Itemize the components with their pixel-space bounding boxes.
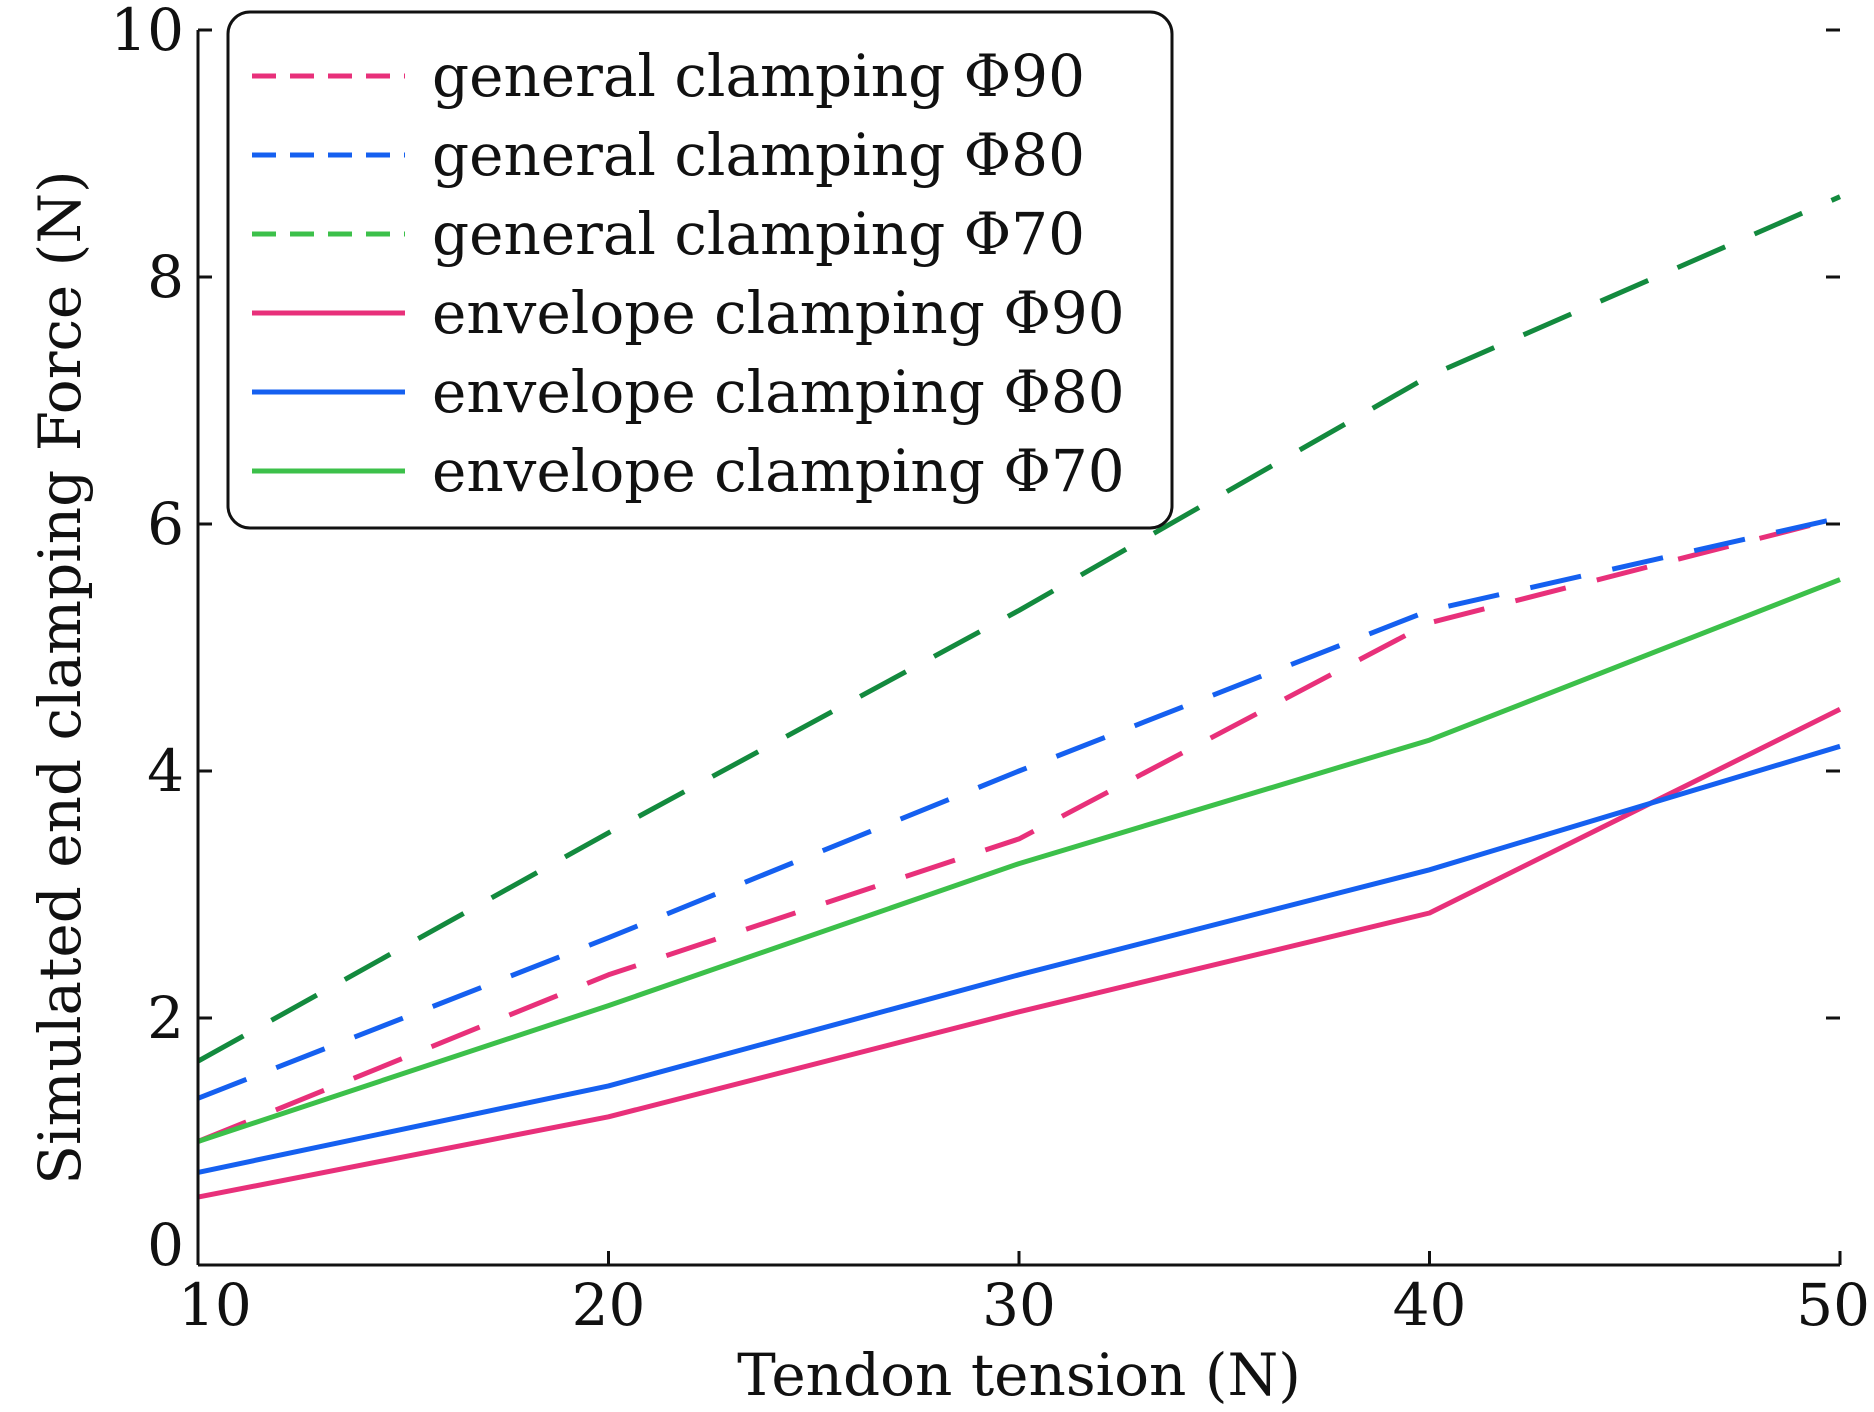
legend-label-6: envelope clamping Φ70 bbox=[432, 437, 1125, 505]
legend-items: general clamping Φ90 general clamping Φ80… bbox=[252, 42, 1125, 505]
y-tick-label: 0 bbox=[147, 1211, 184, 1279]
y-axis-title: Simulated end clamping Force (N) bbox=[26, 170, 94, 1184]
legend-label-1: general clamping Φ90 bbox=[432, 42, 1085, 110]
series-layer bbox=[196, 194, 1842, 1200]
legend-box bbox=[226, 10, 1174, 530]
y-tick-label: 4 bbox=[147, 737, 184, 805]
x-tick-label: 40 bbox=[1393, 1271, 1467, 1339]
x-tick-label: 10 bbox=[178, 1271, 252, 1339]
series-line-5 bbox=[197, 743, 1841, 1175]
y-tick-label: 2 bbox=[147, 984, 184, 1052]
x-tick-label: 50 bbox=[1796, 1271, 1870, 1339]
y-tick-label: 8 bbox=[147, 243, 184, 311]
x-tick-label: 20 bbox=[572, 1271, 646, 1339]
ticks-layer: 0 2 4 6 8 10 10 20 30 40 50 bbox=[110, 0, 1870, 1339]
x-axis-title: Tendon tension (N) bbox=[737, 1341, 1301, 1407]
y-tick-label: 10 bbox=[110, 0, 184, 64]
series-line-1 bbox=[197, 515, 1841, 1144]
legend-label-4: envelope clamping Φ90 bbox=[432, 279, 1125, 347]
y-tick-label: 6 bbox=[147, 490, 184, 558]
legend-label-5: envelope clamping Φ80 bbox=[432, 358, 1125, 426]
legend-label-2: general clamping Φ80 bbox=[432, 121, 1085, 189]
series-line-3 bbox=[196, 194, 1841, 1064]
series-line-4 bbox=[197, 707, 1842, 1200]
legend-label-3: general clamping Φ70 bbox=[432, 200, 1085, 268]
series-line-2 bbox=[197, 515, 1841, 1101]
legend: general clamping Φ90 general clamping Φ80… bbox=[226, 10, 1174, 530]
series-line-6 bbox=[197, 577, 1841, 1144]
x-tick-label: 30 bbox=[982, 1271, 1056, 1339]
